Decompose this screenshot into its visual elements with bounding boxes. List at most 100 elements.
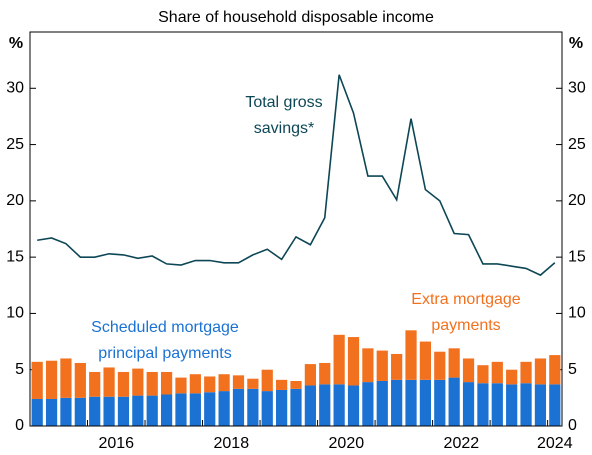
bar — [290, 388, 302, 426]
bar — [103, 396, 115, 426]
bar — [175, 377, 187, 394]
bar — [319, 362, 331, 385]
y2-tick-label: 30 — [568, 80, 586, 97]
bar — [362, 348, 374, 383]
bar — [261, 391, 273, 426]
bar — [45, 360, 58, 399]
y-tick-label: 15 — [6, 248, 24, 265]
y2-tick-label: 20 — [568, 192, 586, 209]
bar — [132, 395, 144, 426]
bar — [146, 371, 158, 396]
y2-tick-label: 10 — [568, 305, 586, 322]
bar — [520, 383, 532, 426]
bar — [347, 385, 360, 426]
bar — [491, 361, 503, 384]
bar — [218, 391, 230, 426]
plot-frame — [29, 31, 563, 427]
bar — [462, 358, 475, 383]
bar — [232, 388, 245, 426]
bar — [89, 371, 101, 397]
bar — [31, 361, 43, 399]
bar — [520, 361, 532, 384]
y-tick-label: 0 — [15, 417, 24, 434]
bar — [333, 384, 345, 426]
bar — [376, 380, 388, 426]
bar — [146, 395, 158, 426]
bar — [534, 358, 547, 385]
bar — [434, 379, 446, 426]
bar — [549, 355, 561, 385]
bar — [405, 379, 417, 426]
series-annotation: principal payments — [98, 345, 231, 362]
bar — [506, 369, 518, 385]
bar — [132, 368, 144, 396]
bar — [204, 392, 216, 426]
series-annotation: payments — [431, 317, 500, 334]
bar — [347, 337, 360, 386]
bar — [448, 348, 460, 378]
bar — [31, 398, 43, 426]
savings-line — [37, 74, 556, 277]
bar — [74, 397, 86, 426]
bar — [304, 385, 316, 426]
bar — [160, 371, 173, 395]
y2-tick-label: 25 — [568, 136, 586, 153]
bar — [117, 396, 130, 426]
bar — [189, 393, 201, 426]
bar — [276, 389, 288, 426]
bar — [175, 393, 187, 426]
y-tick-label: 25 — [6, 136, 24, 153]
bar — [60, 397, 72, 426]
bar — [218, 374, 230, 392]
bar — [276, 379, 288, 390]
bar — [160, 394, 173, 426]
bar — [477, 365, 489, 384]
series-annotation: Extra mortgage — [411, 291, 520, 308]
bar — [391, 353, 403, 380]
y2-tick-label: 15 — [568, 248, 586, 265]
bar — [477, 383, 489, 426]
bar — [304, 364, 316, 386]
y-tick-label: 20 — [6, 192, 24, 209]
series-annotation: savings* — [254, 120, 314, 137]
y2-tick-label: 0 — [568, 417, 577, 434]
bar — [89, 396, 101, 426]
bar — [74, 362, 86, 398]
bar — [261, 369, 273, 392]
bar — [117, 371, 130, 397]
bar — [549, 384, 561, 426]
x-tick-label: 2024 — [537, 435, 573, 452]
series-annotation: Scheduled mortgage — [91, 319, 239, 336]
y-tick-label: 10 — [6, 305, 24, 322]
x-tick-label: 2018 — [214, 435, 250, 452]
bar — [103, 367, 115, 397]
bar — [204, 376, 216, 393]
bar — [319, 384, 331, 426]
bar — [405, 330, 417, 380]
y2-axis-label: % — [569, 35, 583, 52]
y-tick-label: 5 — [15, 361, 24, 378]
bar — [247, 378, 259, 389]
bar — [448, 377, 460, 426]
bar — [247, 388, 259, 426]
bar — [534, 384, 547, 426]
x-tick-label: 2022 — [444, 435, 480, 452]
x-tick-label: 2016 — [98, 435, 134, 452]
bar — [419, 379, 432, 426]
bar — [491, 383, 503, 426]
bar — [290, 380, 302, 389]
bar — [434, 351, 446, 380]
bar — [333, 334, 345, 385]
y-tick-label: 30 — [6, 80, 24, 97]
bar — [189, 374, 201, 394]
bar — [419, 341, 432, 380]
bar — [506, 384, 518, 426]
series-annotation: Total gross — [245, 94, 322, 111]
y-axis-label: % — [9, 35, 23, 52]
x-tick-label: 2020 — [329, 435, 365, 452]
bar — [462, 382, 475, 426]
y2-tick-label: 5 — [568, 361, 577, 378]
bar — [232, 375, 245, 389]
bar — [376, 350, 388, 381]
